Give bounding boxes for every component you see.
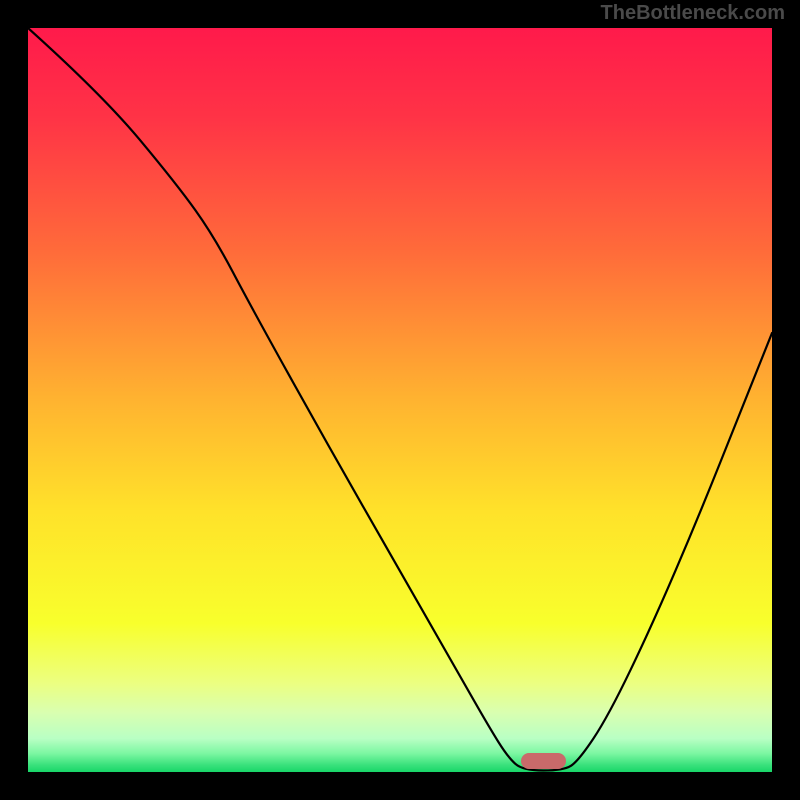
watermark-text: TheBottleneck.com <box>601 2 785 25</box>
plot-area <box>28 28 772 772</box>
optimal-point-marker <box>521 753 566 769</box>
bottleneck-curve <box>28 28 772 772</box>
chart-container: TheBottleneck.com <box>0 0 800 800</box>
